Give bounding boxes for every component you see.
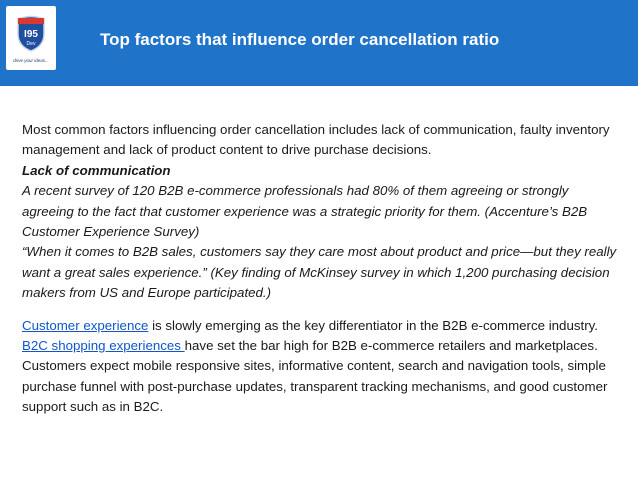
header-banner: I95 Dev drive your ideas... Top factors … xyxy=(0,0,638,86)
b2c-text: have set the bar high for B2B e-commerce… xyxy=(22,338,608,415)
logo-number: I95 xyxy=(24,29,38,40)
shield-logo-icon: I95 Dev xyxy=(17,15,45,52)
logo[interactable]: I95 Dev drive your ideas... xyxy=(6,6,56,70)
logo-sub: Dev xyxy=(27,41,36,47)
logo-tagline: drive your ideas... xyxy=(13,58,49,63)
slide-body: Most common factors influencing order ca… xyxy=(22,120,622,418)
customer-experience-text: is slowly emerging as the key differenti… xyxy=(148,317,598,333)
b2c-paragraph: B2C shopping experiences have set the ba… xyxy=(22,336,622,418)
b2c-shopping-experiences-link[interactable]: B2C shopping experiences xyxy=(22,338,185,354)
paragraph-spacer xyxy=(22,304,622,316)
intro-paragraph: Most common factors influencing order ca… xyxy=(22,122,610,158)
customer-experience-link[interactable]: Customer experience xyxy=(22,317,149,333)
lack-of-communication-heading: Lack of communication xyxy=(22,162,171,178)
mckinsey-quote: “When it comes to B2B sales, customers s… xyxy=(22,244,617,301)
customer-experience-paragraph: Customer experience is slowly emerging a… xyxy=(22,316,622,336)
survey-quote: A recent survey of 120 B2B e-commerce pr… xyxy=(22,183,588,240)
page-title: Top factors that influence order cancell… xyxy=(100,30,500,49)
